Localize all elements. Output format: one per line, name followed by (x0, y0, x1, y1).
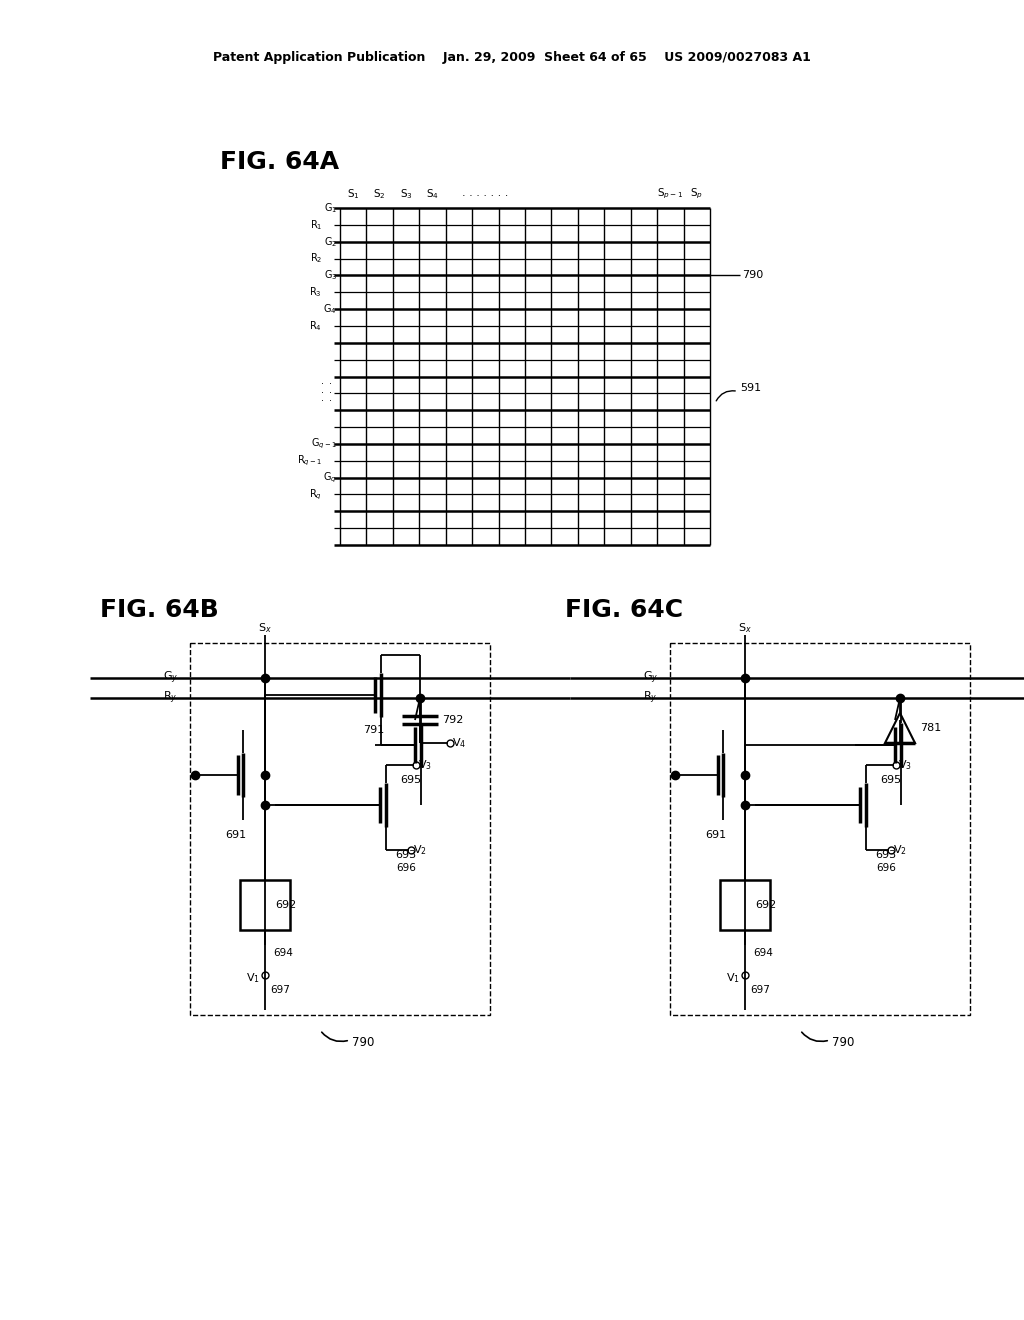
Text: G$_2$: G$_2$ (324, 235, 337, 248)
Text: V$_3$: V$_3$ (418, 758, 432, 772)
Bar (240, 880, 290, 931)
Text: 691: 691 (225, 830, 246, 840)
Text: S$_3$: S$_3$ (399, 187, 413, 201)
Text: 790: 790 (352, 1036, 375, 1049)
FancyArrowPatch shape (802, 1032, 827, 1041)
Text: 697: 697 (750, 985, 770, 995)
Text: R$_y$: R$_y$ (643, 690, 658, 706)
Text: R$_{q-1}$: R$_{q-1}$ (297, 454, 322, 469)
Text: 693: 693 (395, 850, 416, 861)
Text: Patent Application Publication    Jan. 29, 2009  Sheet 64 of 65    US 2009/00270: Patent Application Publication Jan. 29, … (213, 51, 811, 65)
Text: 697: 697 (270, 985, 290, 995)
Text: 694: 694 (273, 948, 293, 958)
Text: 790: 790 (831, 1036, 854, 1049)
Text: R$_3$: R$_3$ (309, 285, 322, 300)
Text: 694: 694 (753, 948, 773, 958)
Text: V$_1$: V$_1$ (246, 972, 260, 985)
Text: 591: 591 (740, 383, 761, 393)
Text: R$_q$: R$_q$ (309, 487, 322, 502)
Text: 691: 691 (705, 830, 726, 840)
Text: V$_4$: V$_4$ (452, 737, 466, 750)
Text: 696: 696 (396, 863, 416, 873)
Text: 695: 695 (880, 775, 901, 785)
Text: 791: 791 (362, 725, 384, 735)
Text: 692: 692 (755, 900, 776, 909)
Text: .
.
.: . . . (329, 376, 332, 404)
Text: G$_4$: G$_4$ (324, 302, 337, 315)
Text: 693: 693 (874, 850, 896, 861)
Text: V$_2$: V$_2$ (413, 843, 427, 857)
Text: · · · · · · ·: · · · · · · · (462, 191, 509, 201)
Text: V$_3$: V$_3$ (898, 758, 912, 772)
Text: V$_1$: V$_1$ (726, 972, 740, 985)
Text: R$_y$: R$_y$ (164, 690, 178, 706)
FancyArrowPatch shape (322, 1032, 347, 1041)
Text: FIG. 64A: FIG. 64A (220, 150, 339, 174)
Text: S$_{p-1}$: S$_{p-1}$ (657, 186, 683, 201)
Text: S$_1$: S$_1$ (347, 187, 359, 201)
Text: R$_4$: R$_4$ (309, 319, 322, 333)
Text: G$_q$: G$_q$ (324, 470, 337, 484)
Text: 781: 781 (920, 723, 941, 733)
Text: 790: 790 (742, 271, 763, 280)
Text: V$_2$: V$_2$ (893, 843, 907, 857)
Text: FIG. 64C: FIG. 64C (565, 598, 683, 622)
Text: G$_1$: G$_1$ (324, 201, 337, 215)
Text: G$_y$: G$_y$ (643, 669, 658, 686)
Text: 696: 696 (876, 863, 896, 873)
Text: FIG. 64B: FIG. 64B (100, 598, 219, 622)
Text: G$_{q-1}$: G$_{q-1}$ (311, 437, 337, 451)
Text: R$_2$: R$_2$ (309, 252, 322, 265)
Text: .
.
.: . . . (321, 376, 324, 404)
Text: 695: 695 (400, 775, 421, 785)
Bar (720, 880, 770, 931)
Text: S$_p$: S$_p$ (690, 186, 703, 201)
FancyArrowPatch shape (716, 391, 735, 401)
Text: R$_1$: R$_1$ (309, 218, 322, 232)
Text: 792: 792 (442, 715, 464, 725)
Text: G$_3$: G$_3$ (324, 268, 337, 282)
Text: S$_x$: S$_x$ (258, 622, 272, 635)
Text: G$_y$: G$_y$ (163, 669, 178, 686)
Text: S$_4$: S$_4$ (426, 187, 439, 201)
Text: 692: 692 (275, 900, 296, 909)
Text: S$_x$: S$_x$ (738, 622, 752, 635)
Text: S$_2$: S$_2$ (374, 187, 386, 201)
